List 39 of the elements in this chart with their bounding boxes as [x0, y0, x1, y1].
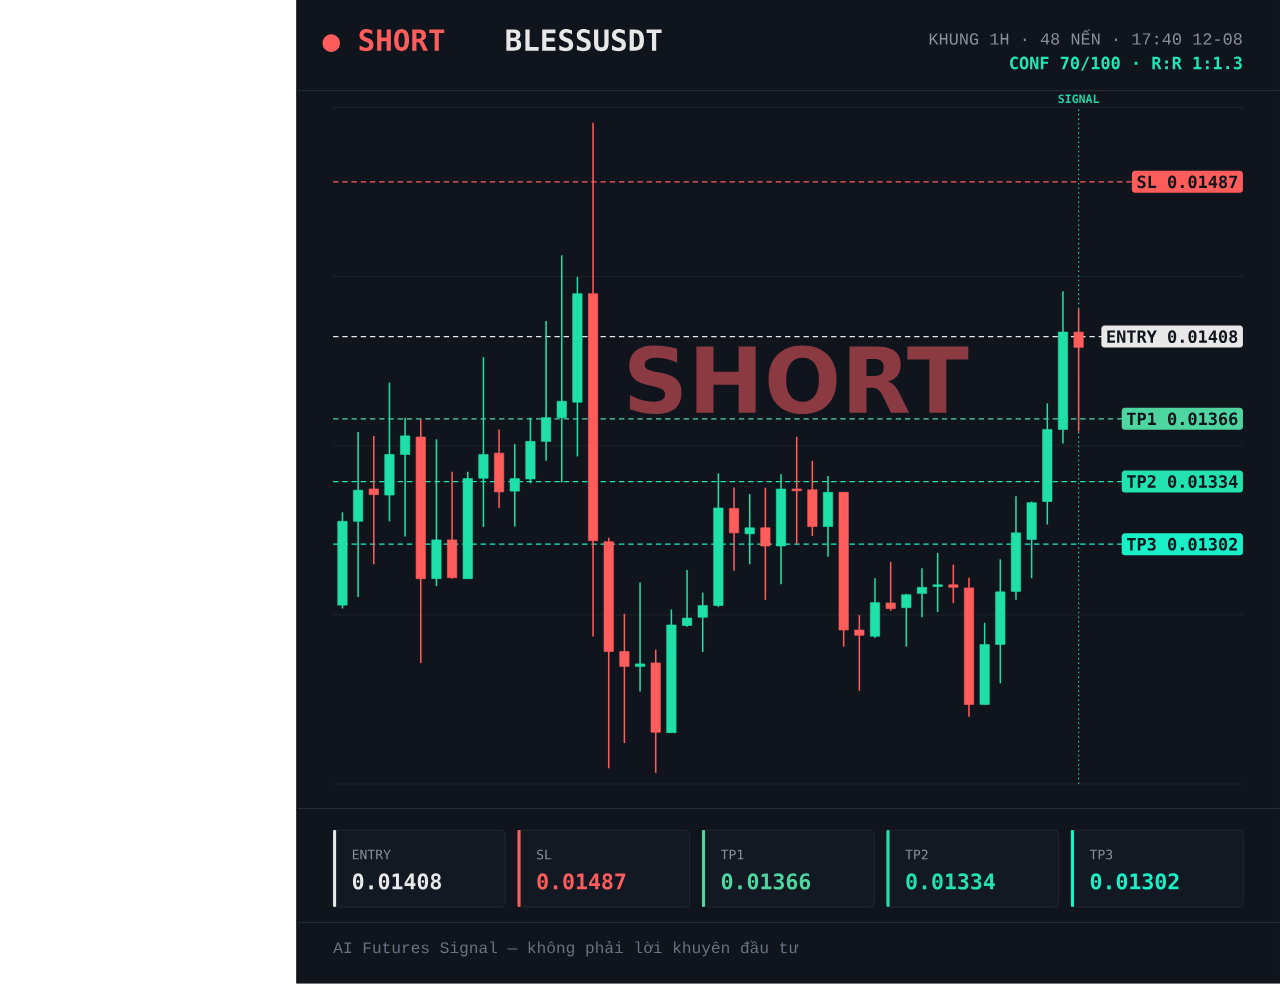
candlestick: [744, 493, 755, 566]
text: ● SHORT: [322, 29, 445, 52]
text: SL: [537, 849, 552, 860]
candlestick: [791, 435, 802, 545]
ref-line-label: SL 0.01487: [1137, 175, 1238, 189]
text: AI Futures Signal — không phải lời khuyên đầu tư: [333, 940, 799, 957]
candlestick: [901, 593, 912, 648]
candlestick: [697, 591, 708, 653]
candlestick: [948, 563, 959, 604]
candlestick: [854, 614, 865, 692]
candlestick: [932, 552, 943, 613]
ref-line-label: TP1 0.01366: [1127, 412, 1238, 426]
ref-line-label: ENTRY 0.01408: [1107, 330, 1238, 344]
text: 0.01366: [721, 873, 811, 890]
ref-line-label: TP3 0.01302: [1127, 537, 1237, 551]
text: 0.01408: [352, 873, 441, 890]
candlestick: [1073, 308, 1084, 433]
chart-title: BLESSUSDT: [506, 29, 662, 52]
candlestick: [885, 561, 896, 612]
ref-line-label: TP2 0.01334: [1127, 475, 1238, 489]
text: 0.01334: [906, 873, 995, 890]
text: ENTRY: [352, 849, 391, 860]
annotation: SHORT: [629, 345, 969, 415]
candlestick: [509, 443, 520, 528]
candlestick: [619, 613, 630, 744]
text: SIGNAL: [1058, 94, 1099, 104]
candlestick: [541, 320, 552, 462]
candlestick: [368, 435, 379, 566]
text: 0.01302: [1090, 873, 1179, 890]
text: TP1: [720, 849, 744, 860]
candlestick: [682, 569, 693, 628]
text: TP2: [905, 849, 928, 860]
text: TP3: [1089, 849, 1113, 860]
candlestick: [635, 581, 646, 693]
chart-subtitle: KHUNG 1H · 48 NẾN · 17:40 12-08: [929, 29, 1242, 45]
text: 0.01487: [537, 873, 626, 890]
candlestick: [916, 567, 927, 619]
candlestick: [760, 486, 771, 601]
text: CONF 70/100 · R:R 1:1.3: [1010, 56, 1242, 71]
